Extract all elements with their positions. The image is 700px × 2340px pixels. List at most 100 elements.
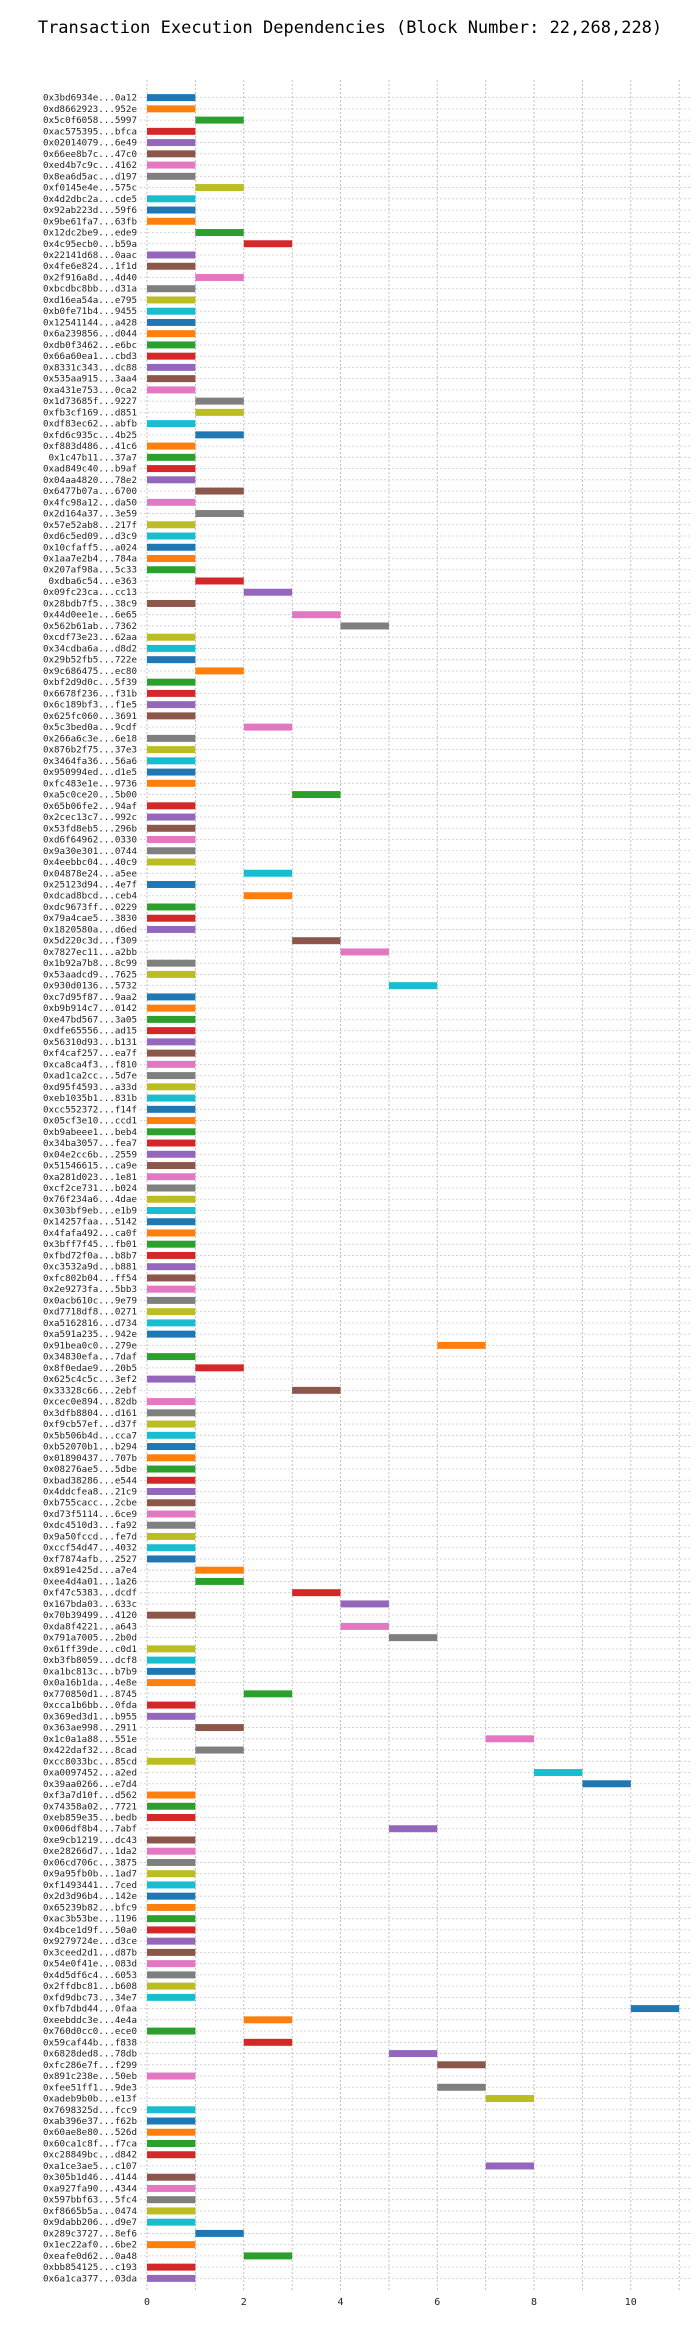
- bar: [147, 1072, 196, 1080]
- bar: [147, 543, 196, 551]
- bar: [195, 510, 244, 518]
- bar: [243, 723, 293, 731]
- bar: [147, 813, 196, 821]
- bar: [147, 1038, 196, 1046]
- bar: [147, 1218, 196, 1226]
- y-tick-label: 0x28bdb7f5...38c9: [43, 598, 137, 609]
- bar: [147, 532, 196, 540]
- y-tick-label: 0xcc552372...f14f: [43, 1104, 137, 1115]
- y-tick-label: 0xdf83ec62...abfb: [43, 419, 137, 430]
- bar: [147, 903, 196, 911]
- y-tick-label: 0xadeb9b0b...e13f: [43, 2094, 137, 2105]
- y-tick-label: 0xf883d486...41c6: [43, 441, 137, 452]
- y-tick-label: 0x0a16b1da...4e8e: [43, 1678, 137, 1689]
- y-tick-label: 0x04878e24...a5ee: [43, 868, 137, 879]
- bar: [388, 1634, 438, 1642]
- bar: [147, 2117, 196, 2125]
- y-tick-label: 0x2e9273fa...5bb3: [43, 1284, 137, 1295]
- y-tick-label: 0x04aa4820...78e2: [43, 475, 137, 486]
- bar: [534, 1769, 583, 1777]
- y-tick-label: 0x05cf3e10...ccd1: [43, 1116, 137, 1127]
- bar: [147, 1847, 196, 1855]
- y-tick-label: 0x92ab223d...59f6: [43, 205, 137, 216]
- bar: [147, 1206, 196, 1214]
- y-tick-label: 0x930d0136...5732: [43, 981, 137, 992]
- bar: [147, 2106, 196, 2114]
- bar: [147, 1375, 196, 1383]
- bar: [147, 2274, 196, 2282]
- y-tick-label: 0x791a7005...2b0d: [43, 1633, 137, 1644]
- y-tick-label: 0xf3a7d10f...d562: [43, 1790, 137, 1801]
- bar: [147, 442, 196, 450]
- bar: [292, 937, 341, 945]
- bar: [147, 172, 196, 180]
- bar: [147, 566, 196, 574]
- bar: [147, 307, 196, 315]
- y-tick-label: 0xd73f5114...6ce9: [43, 1509, 137, 1520]
- bar: [147, 2151, 196, 2159]
- y-tick-label: 0xda8f4221...a643: [43, 1621, 137, 1632]
- x-tick-label: 4: [338, 2297, 344, 2308]
- y-tick-label: 0x1ec22af0...6be2: [43, 2240, 137, 2251]
- y-tick-label: 0x02014079...6e49: [43, 138, 137, 149]
- y-tick-label: 0x70b39499...4120: [43, 1610, 137, 1621]
- y-tick-label: 0xfc286e7f...f299: [43, 2060, 137, 2071]
- bar: [147, 453, 196, 461]
- bar: [147, 555, 196, 562]
- y-tick-label: 0xb0fe71b4...9455: [43, 306, 137, 317]
- bar: [147, 352, 196, 360]
- y-tick-label: 0x4c95ecb0...b59a: [43, 239, 137, 250]
- bar: [147, 2128, 196, 2136]
- bar: [147, 970, 196, 978]
- bar: [243, 892, 293, 900]
- bar: [147, 1454, 196, 1462]
- bar: [147, 1015, 196, 1023]
- bar: [485, 2095, 535, 2103]
- bar: [147, 1431, 196, 1439]
- y-tick-label: 0x6c189bf3...f1e5: [43, 700, 137, 711]
- bar: [147, 2263, 196, 2271]
- y-tick-label: 0x770850d1...8745: [43, 1689, 137, 1700]
- bar: [147, 1049, 196, 1057]
- y-tick-label: 0x2f916a8d...4d40: [43, 272, 137, 283]
- y-tick-label: 0xa5c0ce20...5b00: [43, 790, 137, 801]
- bar: [147, 1645, 196, 1653]
- bar: [147, 1027, 196, 1035]
- y-tick-label: 0xdc9673ff...0229: [43, 902, 137, 913]
- bar: [147, 296, 196, 304]
- bar: [147, 1420, 196, 1428]
- x-tick-label: 2: [241, 2297, 247, 2308]
- bar: [147, 746, 196, 754]
- y-tick-label: 0xc28849bc...d842: [43, 2150, 137, 2161]
- bar: [147, 1195, 196, 1203]
- y-tick-label: 0x4fc98a12...da50: [43, 497, 137, 508]
- bar: [147, 1544, 196, 1552]
- y-tick-label: 0x305b1d46...4144: [43, 2172, 138, 2183]
- y-tick-label: 0x12dc2be9...ede9: [43, 228, 137, 239]
- y-tick-label: 0xf8665b5a...0474: [43, 2206, 138, 2217]
- y-tick-label: 0x5d220c3d...f309: [43, 936, 137, 947]
- bar: [147, 858, 196, 866]
- y-tick-label: 0xbb854125...c193: [43, 2262, 137, 2273]
- bar: [388, 1825, 438, 1833]
- y-tick-label: 0x7827ec11...a2bb: [43, 947, 137, 958]
- y-tick-label: 0x76f234a6...4dae: [43, 1194, 137, 1205]
- y-tick-label: 0x2d164a37...3e59: [43, 509, 137, 520]
- y-tick-label: 0xd6c5ed09...d3c9: [43, 531, 137, 542]
- bar: [195, 2229, 244, 2237]
- bar: [147, 127, 196, 135]
- y-tick-label: 0xad849c40...b9af: [43, 464, 137, 475]
- y-tick-label: 0xcca1b6bb...0fda: [43, 1700, 137, 1711]
- y-tick-label: 0xb9abeee1...beb4: [43, 1127, 138, 1138]
- bar: [147, 1274, 196, 1282]
- y-tick-label: 0xdfe65556...ad15: [43, 1026, 137, 1037]
- y-tick-label: 0x6477b07a...6700: [43, 486, 137, 497]
- bar: [147, 1240, 196, 1248]
- bar: [147, 251, 196, 259]
- y-tick-label: 0x01890437...707b: [43, 1453, 137, 1464]
- bar: [147, 363, 196, 371]
- y-tick-label: 0xe47bd567...3a05: [43, 1014, 137, 1025]
- y-tick-label: 0x289c3727...8ef6: [43, 2228, 137, 2239]
- bar: [147, 1353, 196, 1361]
- bar: [147, 881, 196, 888]
